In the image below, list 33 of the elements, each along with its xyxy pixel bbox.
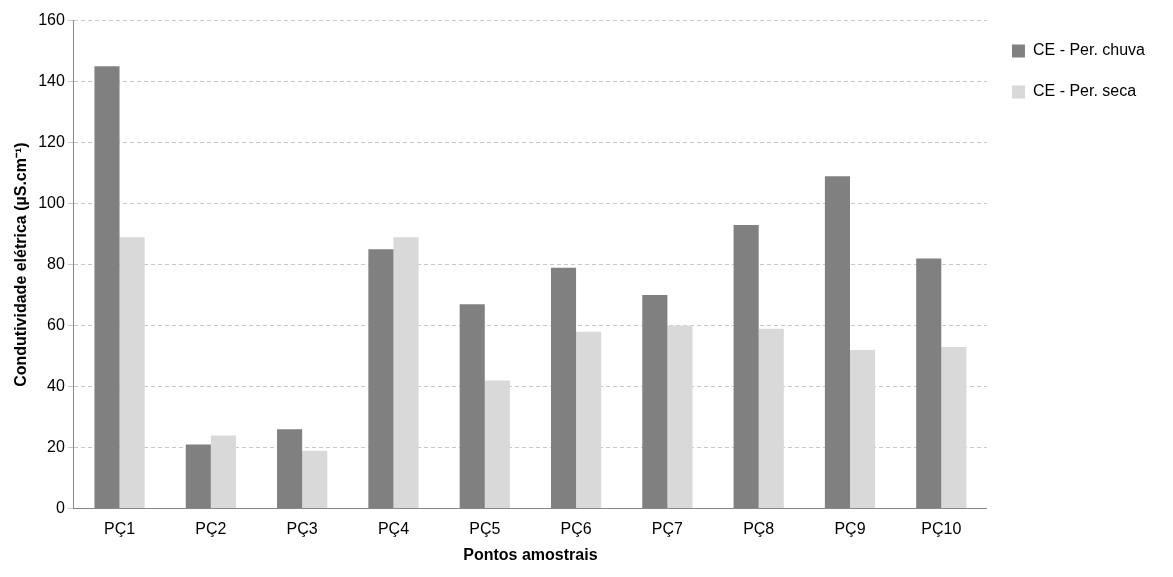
bar [758, 328, 784, 509]
bar [667, 325, 693, 509]
y-tick-label: 120 [38, 133, 65, 151]
bar [119, 237, 145, 509]
bar [576, 331, 602, 509]
y-axis-title: Condutividade elétrica (µS.cm⁻¹) [12, 142, 30, 387]
y-tick-label: 40 [47, 377, 65, 395]
bar [393, 237, 419, 509]
x-tick-label: PÇ8 [743, 519, 775, 537]
bar [210, 435, 236, 509]
x-tick-label: PÇ9 [834, 519, 866, 537]
y-tick-label: 0 [55, 499, 65, 517]
bar [302, 450, 328, 509]
x-tick-label: PÇ10 [921, 519, 962, 537]
x-tick-label: PÇ1 [103, 519, 136, 537]
bar [849, 350, 876, 509]
legend-label: CE - Per. chuva [1032, 41, 1146, 59]
y-tick-label: 160 [38, 11, 65, 29]
x-tick-label: PÇ6 [560, 519, 592, 537]
bar [484, 380, 510, 509]
x-tick-label: PÇ7 [651, 519, 684, 537]
x-tick-label: PÇ2 [195, 519, 227, 537]
x-axis-title: Pontos amostrais [463, 545, 598, 563]
bar [941, 346, 967, 509]
y-tick-label: 100 [38, 194, 65, 212]
legend-label: CE - Per. seca [1032, 82, 1137, 100]
y-tick-label: 140 [38, 72, 65, 90]
x-tick-label: PÇ4 [377, 519, 410, 537]
y-tick-label: 60 [47, 316, 65, 334]
y-tick-label: 20 [47, 438, 65, 456]
x-tick-label: PÇ3 [286, 519, 318, 537]
x-tick-label: PÇ5 [469, 519, 501, 537]
y-tick-label: 80 [47, 255, 65, 273]
